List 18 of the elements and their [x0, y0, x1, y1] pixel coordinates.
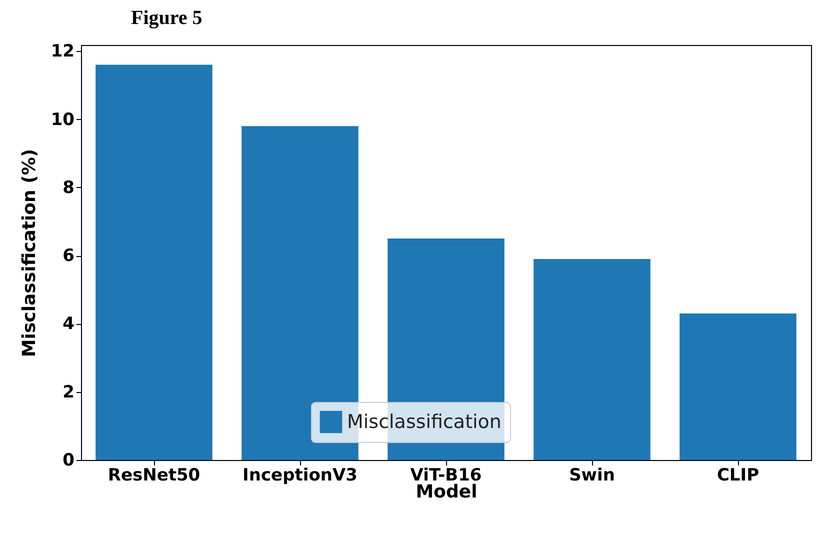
y-tick-label: 0	[62, 450, 75, 470]
legend-label: Misclassification	[347, 411, 502, 433]
chart-title: Figure 5	[131, 7, 202, 30]
x-tick-label: InceptionV3	[242, 466, 358, 486]
y-tick-label: 12	[50, 42, 74, 62]
y-tick-label: 2	[62, 382, 74, 402]
y-axis-title: Misclassification (%)	[18, 148, 40, 358]
bar	[96, 64, 212, 460]
x-tick-label: CLIP	[716, 466, 760, 486]
x-tick-label: Swin	[569, 466, 615, 486]
y-tick-label: 8	[62, 178, 74, 198]
bar	[680, 313, 796, 460]
y-tick-label: 6	[62, 246, 74, 266]
x-axis-title: Model	[416, 482, 478, 502]
y-tick-label: 4	[62, 314, 75, 334]
x-tick-label: ResNet50	[108, 466, 200, 486]
y-tick-label: 10	[50, 110, 75, 130]
bar	[534, 258, 650, 460]
